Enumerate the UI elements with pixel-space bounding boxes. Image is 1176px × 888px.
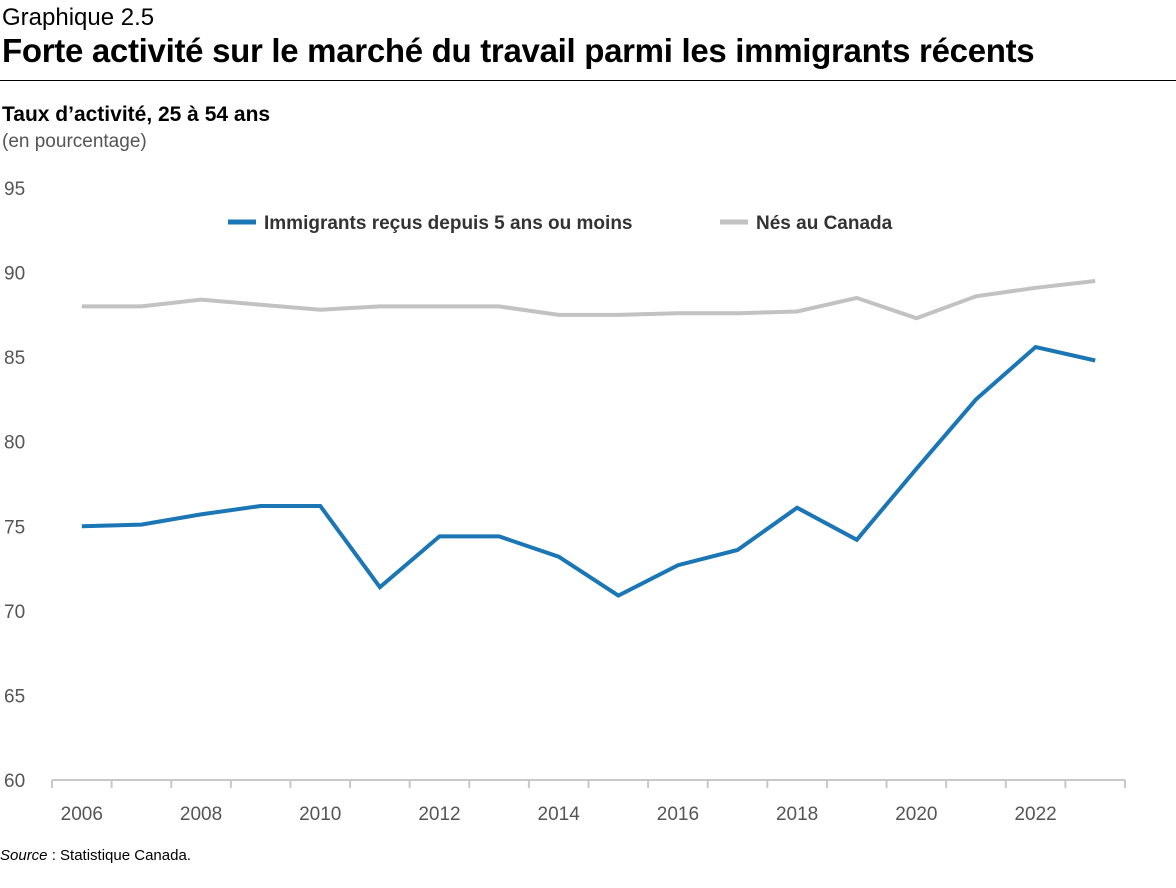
graph-number: Graphique 2.5: [2, 4, 155, 31]
chart-subtitle: Taux d’activité, 25 à 54 ans: [2, 103, 271, 126]
source-note: Source : Statistique Canada.: [0, 846, 191, 866]
series-lines: [81, 279, 1096, 598]
series-line-1: [81, 344, 1096, 598]
x-tick-label: 2020: [895, 804, 937, 825]
x-tick-label: 2016: [657, 804, 699, 825]
y-tick-label: 70: [4, 602, 25, 623]
x-tick-label: 2006: [61, 804, 103, 825]
title-divider: [0, 80, 1176, 81]
legend-label: Immigrants reçus depuis 5 ans ou moins: [264, 213, 633, 234]
y-tick-label: 90: [4, 264, 25, 285]
y-tick-label: 60: [4, 771, 25, 792]
y-tick-label: 80: [4, 433, 25, 454]
x-tick-label: 2018: [776, 804, 818, 825]
x-tick-label: 2014: [538, 804, 581, 825]
source-label: Source: [0, 847, 48, 864]
y-tick-label: 95: [4, 179, 25, 200]
y-tick-label: 75: [4, 517, 25, 538]
x-tick-label: 2022: [1014, 804, 1056, 825]
y-axis-unit-label: (en pourcentage): [2, 131, 147, 152]
x-tick-label: 2008: [180, 804, 222, 825]
y-tick-label: 85: [4, 348, 25, 369]
x-axis: 2006 2008 2010 2012 2014 2016 2018 2020 2022: [51, 779, 1126, 825]
y-axis-tick-labels: 60 65 70 75 80 85 90 95: [4, 179, 25, 792]
x-tick-label: 2012: [418, 804, 460, 825]
chart-title: Forte activité sur le marché du travail …: [2, 32, 1035, 69]
legend: Immigrants reçus depuis 5 ans ou moins Né…: [228, 213, 893, 234]
y-tick-label: 65: [4, 686, 25, 707]
series-line-2: [81, 279, 1096, 321]
x-tick-label: 2010: [299, 804, 341, 825]
legend-label: Nés au Canada: [756, 213, 893, 234]
source-text: : Statistique Canada.: [47, 847, 191, 864]
